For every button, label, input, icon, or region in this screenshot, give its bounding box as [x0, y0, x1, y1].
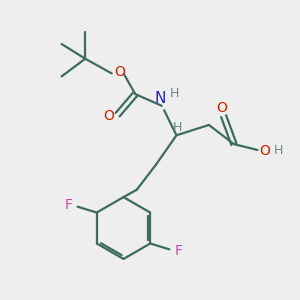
Text: H: H: [273, 144, 283, 157]
Text: F: F: [174, 244, 182, 258]
Text: O: O: [115, 65, 125, 79]
Text: H: H: [172, 121, 182, 134]
Text: O: O: [260, 144, 270, 158]
Text: H: H: [169, 87, 179, 100]
Text: O: O: [217, 101, 228, 115]
Text: O: O: [103, 109, 114, 123]
Text: N: N: [154, 91, 166, 106]
Text: F: F: [65, 198, 73, 212]
